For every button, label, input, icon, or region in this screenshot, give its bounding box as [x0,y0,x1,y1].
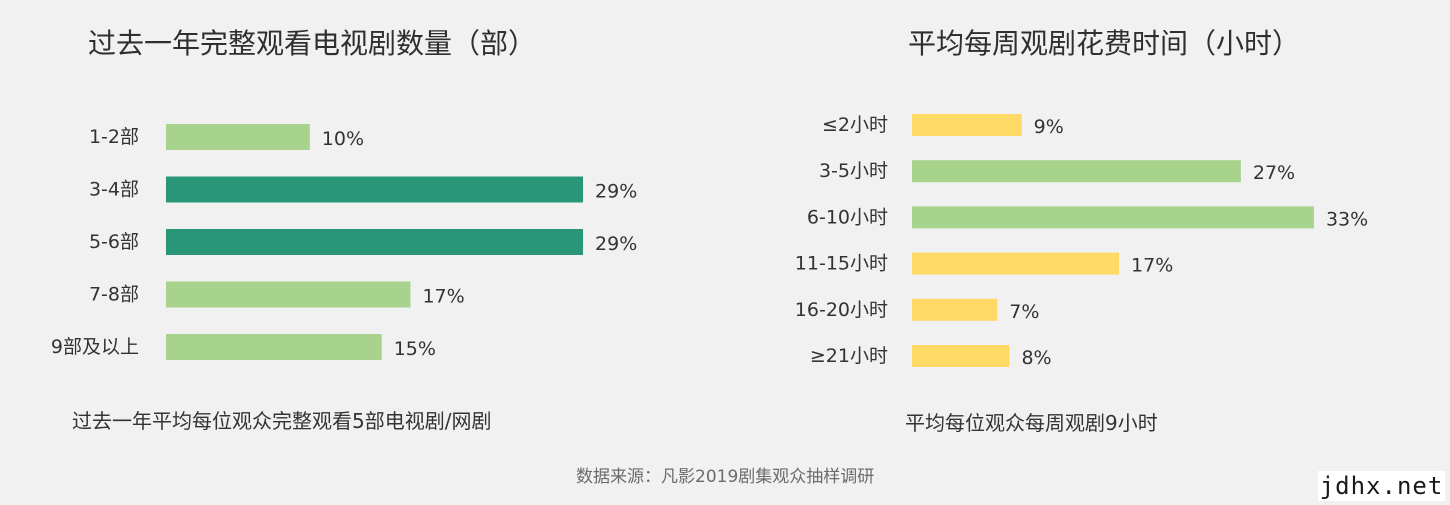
chart-title-drama-count: 过去一年完整观看电视剧数量（部） [88,27,537,60]
weekly-hours-bar [912,298,998,321]
weekly-hours-category-label: 3-5小时 [819,160,888,182]
weekly-hours-category-label: 6-10小时 [807,206,888,228]
weekly-hours-bar [912,252,1120,275]
weekly-hours-value-label: 9% [1034,116,1064,138]
chart-title-weekly-hours: 平均每周观剧花费时间（小时） [908,27,1301,60]
weekly-hours-bar [912,160,1241,183]
drama-count-bar [166,176,584,203]
drama-count-category-label: 1-2部 [89,126,139,148]
drama-count-value-label: 17% [422,286,464,308]
weekly-hours-value-label: 8% [1021,347,1051,369]
drama-count-category-label: 7-8部 [89,284,139,306]
drama-count-category-label: 3-4部 [89,179,139,201]
drama-count-bar [166,334,382,360]
weekly-hours-category-label: 11-15小时 [795,253,888,275]
drama-count-bar [166,281,411,308]
drama-count-value-label: 29% [595,181,637,203]
weekly-hours-bar [912,345,1010,367]
weekly-hours-bar [912,114,1022,136]
chart-subtitle-weekly-hours: 平均每位观众每周观剧9小时 [905,411,1158,435]
weekly-hours-category-label: 16-20小时 [795,299,888,321]
drama-count-value-label: 10% [322,128,364,150]
weekly-hours-category-label: ≤2小时 [822,114,888,136]
drama-count-bar [166,229,584,255]
bar-chart-weekly-hours: ≤2小时 9% 3-5小时 27% 6-10小时 33% 11-15小时 17% 16-20小时… [795,114,1368,369]
drama-count-value-label: 29% [595,233,637,255]
weekly-hours-value-label: 33% [1326,208,1368,230]
drama-count-value-label: 15% [394,338,436,360]
drama-count-bar [166,124,310,150]
weekly-hours-value-label: 17% [1131,255,1173,277]
drama-count-category-label: 5-6部 [89,231,139,253]
chart-subtitle-drama-count: 过去一年平均每位观众完整观看5部电视剧/网剧 [72,409,492,433]
data-source-note: 数据来源：凡影2019剧集观众抽样调研 [576,467,875,487]
weekly-hours-value-label: 7% [1009,301,1039,323]
weekly-hours-category-label: ≥21小时 [810,345,888,367]
watermark-logo: jdhx.net [1318,471,1445,501]
drama-count-category-label: 9部及以上 [51,336,139,358]
weekly-hours-bar [912,206,1314,229]
bar-chart-drama-count: 1-2部 10% 3-4部 29% 5-6部 29% 7-8部 17% 9部及以上 15% [51,124,637,360]
weekly-hours-value-label: 27% [1253,162,1295,184]
